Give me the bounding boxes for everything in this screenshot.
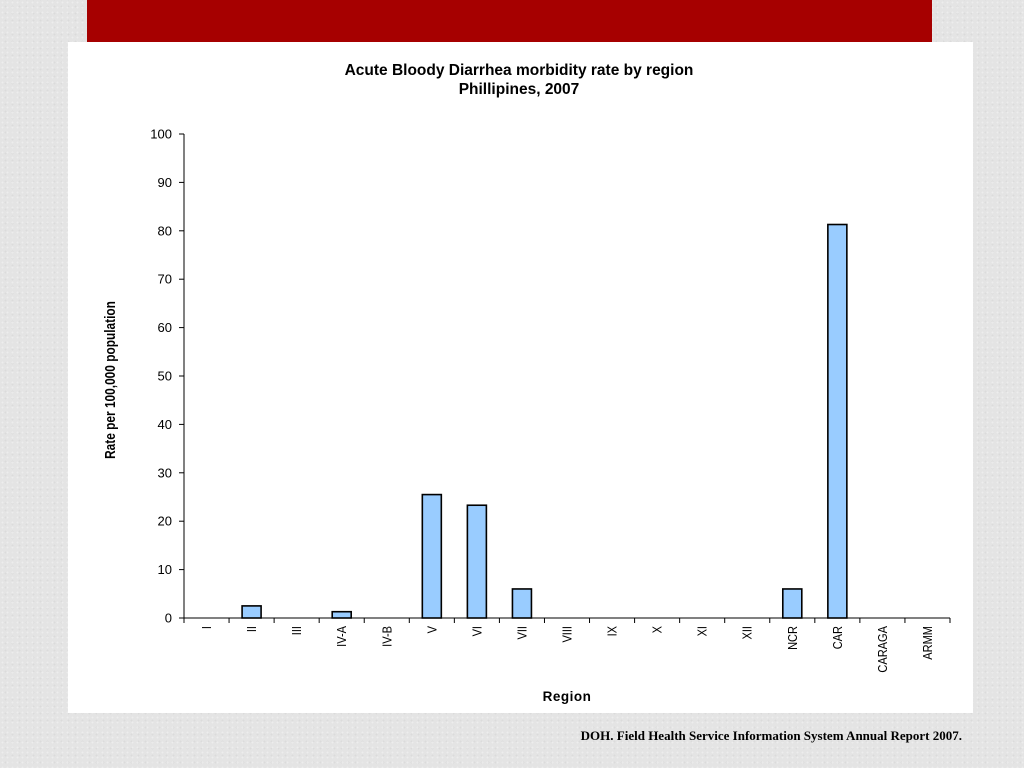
y-tick-label: 50: [158, 369, 172, 384]
category-label: VI: [470, 626, 485, 636]
y-tick-label: 60: [158, 320, 172, 335]
category-label: XI: [695, 626, 710, 636]
category-label: VII: [515, 626, 530, 639]
category-label: IX: [605, 626, 620, 636]
y-tick-label: 20: [158, 514, 172, 529]
bar-v: [421, 493, 443, 619]
top-accent-bar: [87, 0, 932, 42]
category-label: VIII: [560, 626, 575, 643]
bar-iv-a: [331, 610, 353, 619]
category-label: CAR: [830, 626, 845, 650]
category-label: CARAGA: [875, 625, 890, 672]
category-label: IV-B: [379, 626, 394, 647]
chart-panel: Acute Bloody Diarrhea morbidity rate by …: [68, 42, 973, 713]
bar-ncr: [781, 588, 803, 619]
category-label: X: [650, 626, 665, 633]
y-tick-label: 90: [158, 175, 172, 190]
y-tick-label: 80: [158, 223, 172, 238]
source-note: DOH. Field Health Service Information Sy…: [580, 728, 962, 743]
bar-vi: [466, 504, 488, 619]
x-axis-label: Region: [543, 689, 592, 704]
chart-subtitle: Phillipines, 2007: [459, 81, 580, 98]
y-tick-label: 70: [158, 272, 172, 287]
category-label: IV-A: [334, 625, 349, 647]
y-tick-label: 100: [150, 127, 172, 142]
category-label: III: [289, 626, 304, 635]
y-tick-label: 0: [165, 611, 172, 626]
category-label: XII: [740, 626, 755, 639]
bars: [241, 223, 848, 619]
bar-chart: Acute Bloody Diarrhea morbidity rate by …: [102, 62, 951, 704]
y-tick-label: 40: [158, 417, 172, 432]
bar-vii: [511, 588, 533, 619]
y-tick-label: 30: [158, 465, 172, 480]
category-label: I: [199, 626, 214, 629]
bar-car: [827, 223, 848, 619]
chart-title: Acute Bloody Diarrhea morbidity rate by …: [345, 62, 694, 79]
category-label: V: [424, 626, 439, 633]
tick-marks: [179, 133, 951, 623]
y-axis-label: Rate per 100,000 population: [102, 301, 118, 459]
category-label: II: [244, 626, 259, 632]
y-tick-label: 10: [158, 562, 172, 577]
category-label: NCR: [785, 626, 800, 650]
bar-ii: [241, 605, 262, 619]
category-label: ARMM: [920, 626, 935, 660]
